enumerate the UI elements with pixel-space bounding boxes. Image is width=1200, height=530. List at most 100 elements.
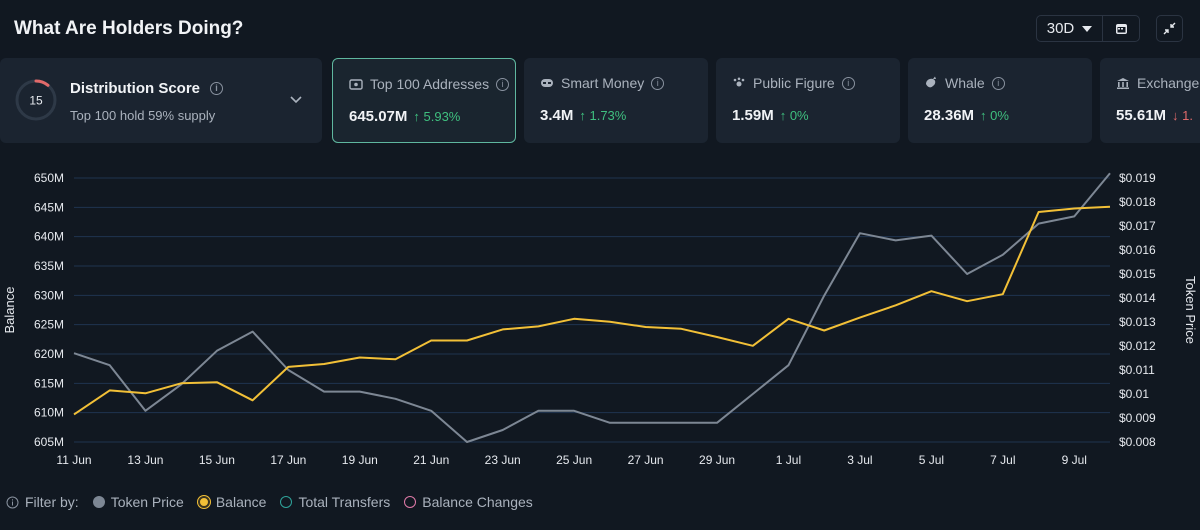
range-controls: 30D <box>1036 15 1140 42</box>
x-tick-label: 17 Jun <box>270 453 306 467</box>
legend-dot <box>197 496 210 508</box>
card-value: 3.4M <box>540 107 574 124</box>
card-value: 55.61M <box>1116 107 1167 124</box>
y-tick-label: 605M <box>34 435 64 449</box>
calendar-button[interactable] <box>1103 16 1139 41</box>
collapse-icon <box>1163 22 1176 35</box>
card-change-value: 1. <box>1182 108 1194 123</box>
card-change-value: 1.73% <box>589 108 627 123</box>
y2-tick-label: $0.015 <box>1119 267 1156 281</box>
x-tick-label: 23 Jun <box>485 453 521 467</box>
holders-chart: 605M 610M 615M 620M 625M 630M 635M 640M 645M 650M… <box>0 160 1200 480</box>
score-value: 15 <box>29 94 43 108</box>
y2-tick-label: $0.011 <box>1119 363 1155 377</box>
y-tick-label: 610M <box>34 406 64 420</box>
y2-tick-label: $0.017 <box>1119 219 1156 233</box>
card-label: Public Figure <box>753 75 835 91</box>
legend-item-total-transfers[interactable]: Total Transfers <box>280 494 390 510</box>
y2-tick-label: $0.018 <box>1119 195 1156 209</box>
card-public-figure[interactable]: Public Figure i 1.59M ↑ 0% <box>716 58 900 143</box>
x-tick-label: 15 Jun <box>199 453 235 467</box>
x-tick-label: 29 Jun <box>699 453 735 467</box>
x-tick-label: 13 Jun <box>127 453 163 467</box>
info-icon[interactable]: i <box>651 76 665 90</box>
card-value-row: 55.61M ↓ 1. <box>1116 107 1193 124</box>
legend-label: Balance Changes <box>422 494 533 510</box>
chevron-down-icon[interactable] <box>289 95 303 105</box>
wallet-icon <box>349 79 363 90</box>
whale-icon <box>926 76 936 88</box>
y2-tick-label: $0.008 <box>1119 435 1156 449</box>
public-figure-icon <box>733 77 745 87</box>
score-gauge: 15 <box>15 79 57 121</box>
legend-dot <box>280 496 293 508</box>
range-value: 30D <box>1046 20 1075 37</box>
y-tick-label: 630M <box>34 288 64 302</box>
card-label-row: Smart Money i <box>540 75 665 91</box>
x-tick-label: 7 Jul <box>990 453 1015 467</box>
page-title: What Are Holders Doing? <box>14 18 244 39</box>
info-icon[interactable]: i <box>496 77 510 91</box>
legend-dot <box>404 496 417 508</box>
y2-tick-label: $0.019 <box>1119 171 1156 185</box>
info-icon <box>6 496 19 508</box>
legend-label: Total Transfers <box>298 494 391 510</box>
y-tick-label: 625M <box>34 318 64 332</box>
x-tick-label: 25 Jun <box>556 453 592 467</box>
exchange-icon <box>1117 78 1129 89</box>
legend: Filter by: Token Price Balance Total Tra… <box>6 494 533 510</box>
y-axis-title: Balance <box>2 287 17 334</box>
legend-item-balance[interactable]: Balance <box>197 494 266 510</box>
legend-item-token-price[interactable]: Token Price <box>92 494 184 510</box>
card-change-value: 0% <box>789 108 809 123</box>
info-icon[interactable]: i <box>991 76 1005 90</box>
x-tick-label: 5 Jul <box>919 453 944 467</box>
card-value-row: 28.36M ↑ 0% <box>924 107 1009 124</box>
filter-label: Filter by: <box>6 494 79 510</box>
card-label: Smart Money <box>561 75 645 91</box>
card-exchange[interactable]: Exchange 55.61M ↓ 1. <box>1100 58 1200 143</box>
distribution-subtitle: Top 100 hold 59% supply <box>70 108 216 123</box>
collapse-button[interactable] <box>1156 15 1183 42</box>
card-label: Exchange <box>1137 75 1200 91</box>
y2-tick-label: $0.012 <box>1119 339 1156 353</box>
legend-dot <box>92 496 105 508</box>
y-tick-label: 650M <box>34 171 64 185</box>
y-tick-label: 635M <box>34 259 64 273</box>
card-change: ↑ 0% <box>779 108 809 123</box>
info-icon[interactable]: i <box>841 76 855 90</box>
chart-svg: 605M 610M 615M 620M 625M 630M 635M 640M 645M 650M… <box>2 171 1198 467</box>
card-label-row: Top 100 Addresses i <box>349 76 510 92</box>
info-icon[interactable]: i <box>210 82 224 95</box>
y2-tick-label: $0.016 <box>1119 243 1156 257</box>
card-value-row: 645.07M ↑ 5.93% <box>349 108 460 125</box>
smart-money-icon <box>541 79 553 87</box>
card-label: Top 100 Addresses <box>370 76 490 92</box>
x-tick-label: 21 Jun <box>413 453 449 467</box>
legend-item-balance-changes[interactable]: Balance Changes <box>404 494 533 510</box>
card-label-row: Exchange <box>1116 75 1199 91</box>
card-whale[interactable]: Whale i 28.36M ↑ 0% <box>908 58 1092 143</box>
range-dropdown[interactable]: 30D <box>1037 16 1103 41</box>
x-tick-label: 1 Jul <box>776 453 801 467</box>
card-value: 645.07M <box>349 108 408 125</box>
x-tick-label: 27 Jun <box>628 453 664 467</box>
card-value-row: 3.4M ↑ 1.73% <box>540 107 626 124</box>
legend-label: Token Price <box>110 494 184 510</box>
y2-tick-label: $0.014 <box>1119 291 1156 305</box>
card-smart-money[interactable]: Smart Money i 3.4M ↑ 1.73% <box>524 58 708 143</box>
distribution-score-card[interactable]: 15 Distribution Score i Top 100 hold 59%… <box>0 58 322 143</box>
card-label-row: Public Figure i <box>732 75 855 91</box>
card-change: ↓ 1. <box>1172 108 1194 123</box>
card-label: Whale <box>945 75 985 91</box>
card-change: ↑ 0% <box>980 108 1009 123</box>
x-tick-label: 11 Jun <box>56 453 91 467</box>
y-tick-label: 615M <box>34 376 64 390</box>
y2-axis-title: Token Price <box>1183 276 1198 344</box>
y2-tick-label: $0.013 <box>1119 315 1156 329</box>
card-change-value: 0% <box>990 108 1009 123</box>
x-tick-label: 19 Jun <box>342 453 378 467</box>
y-tick-label: 620M <box>34 347 64 361</box>
card-top-100-addresses[interactable]: Top 100 Addresses i 645.07M ↑ 5.93% <box>332 58 516 143</box>
token-price-line <box>73 172 1111 443</box>
